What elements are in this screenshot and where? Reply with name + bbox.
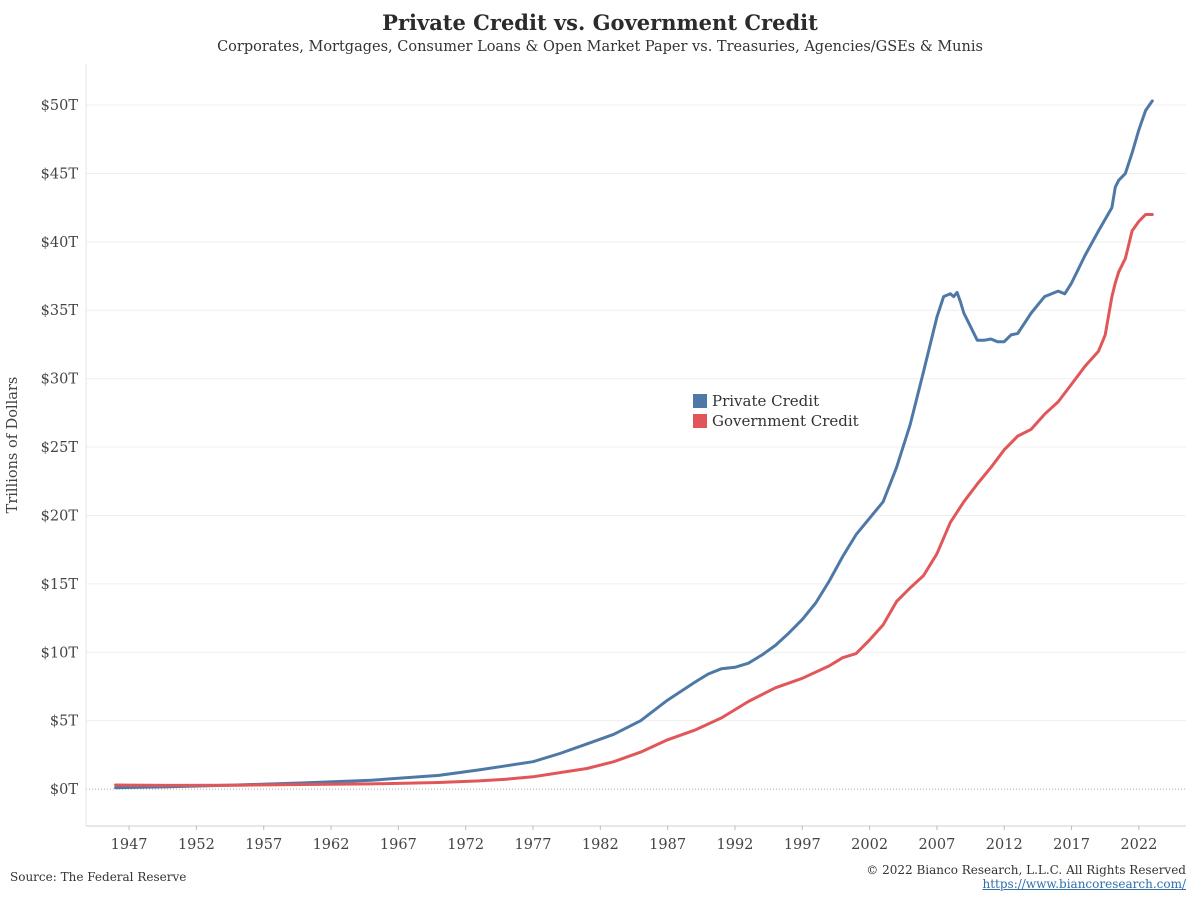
- y-tick-label: $50T: [41, 98, 79, 114]
- chart-title: Private Credit vs. Government Credit: [382, 10, 818, 35]
- x-tick-label: 1952: [178, 837, 215, 853]
- y-tick-label: $45T: [41, 166, 79, 182]
- x-tick-label: 1962: [313, 837, 350, 853]
- legend: Private Credit Government Credit: [693, 391, 859, 431]
- x-tick-label: 1972: [447, 837, 484, 853]
- y-tick-label: $0T: [50, 782, 78, 798]
- legend-label-government: Government Credit: [712, 412, 859, 430]
- y-tick-label: $15T: [41, 577, 79, 593]
- legend-label-private: Private Credit: [712, 392, 820, 410]
- x-tick-label: 2017: [1053, 837, 1090, 853]
- x-tick-label: 1957: [245, 837, 282, 853]
- x-tick-label: 1997: [784, 837, 821, 853]
- x-tick-label: 2002: [851, 837, 888, 853]
- y-tick-label: $30T: [41, 372, 79, 388]
- private-credit-line: [114, 99, 1154, 790]
- y-tick-label: $25T: [41, 440, 79, 456]
- source-note: Source: The Federal Reserve: [10, 870, 187, 884]
- legend-item-government: Government Credit: [693, 411, 859, 431]
- website-link[interactable]: https://www.biancoresearch.com/: [982, 877, 1186, 891]
- legend-item-private: Private Credit: [693, 391, 859, 411]
- y-tick-label: $5T: [50, 714, 78, 730]
- x-tick-label: 1947: [111, 837, 148, 853]
- copyright-note: © 2022 Bianco Research, L.L.C. All Right…: [866, 863, 1186, 877]
- x-tick-label: 1977: [515, 837, 552, 853]
- legend-swatch-private: [693, 394, 707, 408]
- x-tick-label: 2022: [1120, 837, 1157, 853]
- government-credit-line: [114, 213, 1154, 787]
- grid-lines: [86, 104, 1186, 790]
- x-tick-label: 2012: [986, 837, 1023, 853]
- legend-swatch-government: [693, 414, 707, 428]
- y-tick-label: $40T: [41, 235, 79, 251]
- x-tick-label: 1982: [582, 837, 619, 853]
- axes: $0T $5T $10T $15T $20T $25T $30T $35T $40T $45T $5…: [41, 64, 1186, 853]
- y-tick-label: $10T: [41, 645, 79, 661]
- x-tick-label: 2007: [918, 837, 955, 853]
- x-tick-label: 1992: [717, 837, 754, 853]
- chart-subtitle: Corporates, Mortgages, Consumer Loans & …: [217, 39, 983, 55]
- y-tick-label: $20T: [41, 508, 79, 524]
- y-tick-label: $35T: [41, 303, 79, 319]
- x-tick-label: 1987: [649, 837, 686, 853]
- y-axis-label: Trillions of Dollars: [5, 376, 21, 514]
- x-tick-label: 1967: [380, 837, 417, 853]
- series-lines: [114, 99, 1154, 790]
